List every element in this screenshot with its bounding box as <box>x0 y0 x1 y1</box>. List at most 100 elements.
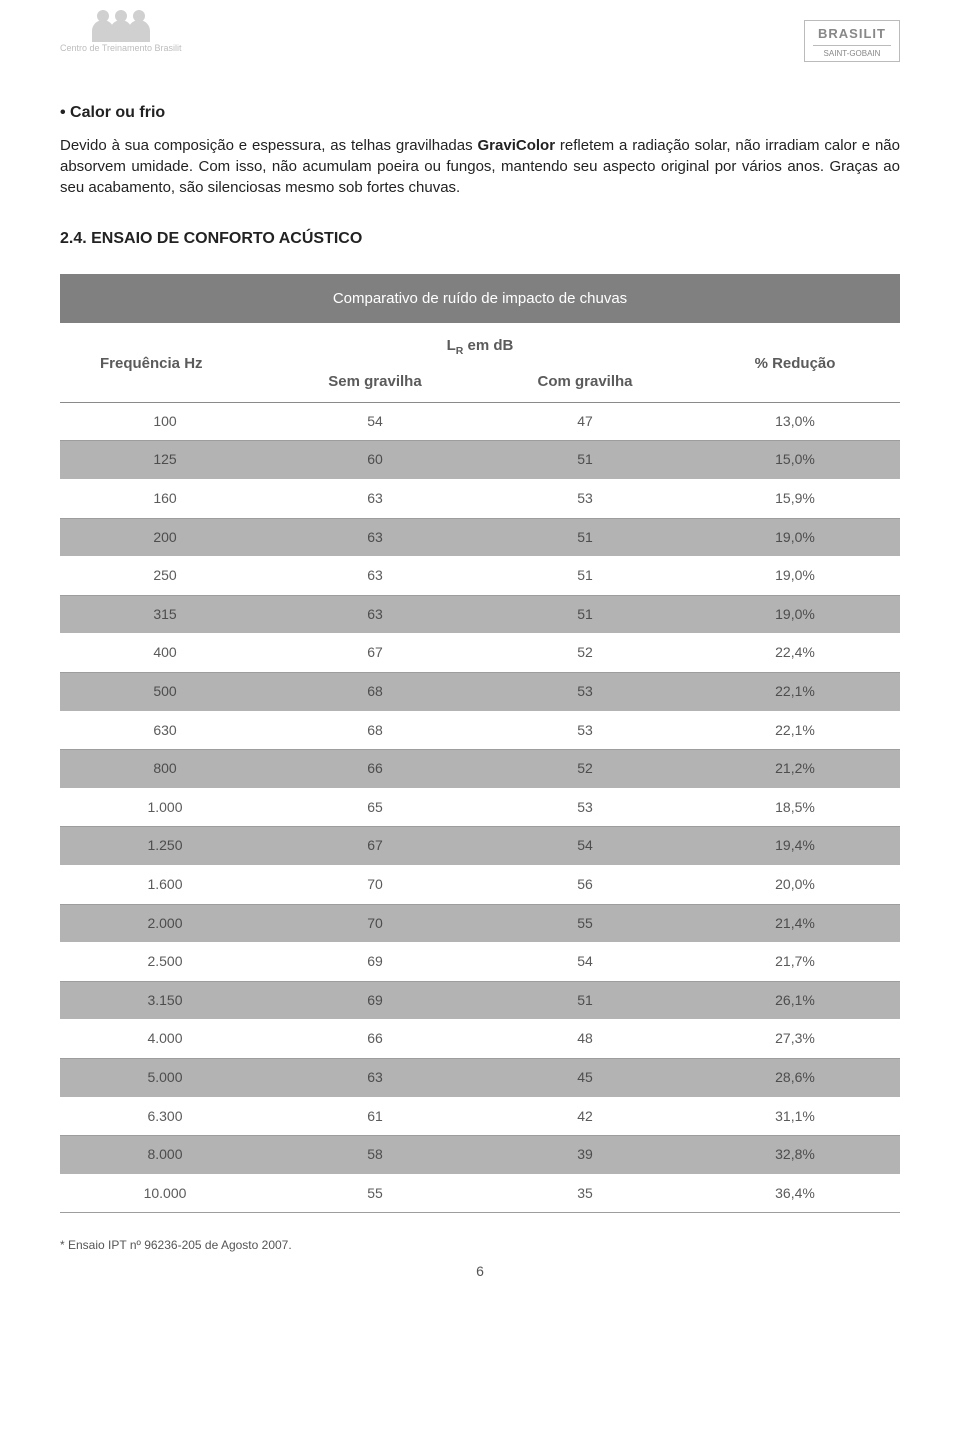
table-cell-hz: 3.150 <box>60 981 270 1020</box>
comparative-table: Comparativo de ruído de impacto de chuva… <box>60 274 900 1213</box>
table-row: 1.000655318,5% <box>60 788 900 827</box>
table-cell-red: 21,4% <box>690 904 900 943</box>
comparative-table-wrap: Comparativo de ruído de impacto de chuva… <box>60 274 900 1213</box>
table-cell-red: 15,0% <box>690 441 900 480</box>
table-cell-hz: 8.000 <box>60 1136 270 1175</box>
table-cell-red: 18,5% <box>690 788 900 827</box>
table-cell-red: 27,3% <box>690 1020 900 1059</box>
table-cell-red: 26,1% <box>690 981 900 1020</box>
table-cell-hz: 125 <box>60 441 270 480</box>
table-cell-hz: 250 <box>60 557 270 596</box>
table-row: 5.000634528,6% <box>60 1058 900 1097</box>
table-cell-hz: 2.500 <box>60 943 270 982</box>
table-cell-hz: 6.300 <box>60 1097 270 1136</box>
table-cell-sem: 68 <box>270 673 480 712</box>
table-cell-com: 35 <box>480 1174 690 1213</box>
table-row: 1.250675419,4% <box>60 827 900 866</box>
table-cell-hz: 315 <box>60 595 270 634</box>
table-cell-sem: 54 <box>270 402 480 441</box>
table-cell-com: 53 <box>480 788 690 827</box>
table-cell-com: 56 <box>480 865 690 904</box>
table-cell-sem: 63 <box>270 1058 480 1097</box>
table-cell-sem: 69 <box>270 981 480 1020</box>
table-cell-com: 51 <box>480 981 690 1020</box>
table-cell-com: 48 <box>480 1020 690 1059</box>
table-cell-red: 32,8% <box>690 1136 900 1175</box>
table-cell-com: 47 <box>480 402 690 441</box>
table-cell-hz: 1.000 <box>60 788 270 827</box>
table-cell-com: 51 <box>480 595 690 634</box>
table-row: 8.000583932,8% <box>60 1136 900 1175</box>
table-cell-com: 52 <box>480 750 690 789</box>
table-cell-red: 15,9% <box>690 480 900 519</box>
table-cell-com: 53 <box>480 711 690 750</box>
table-cell-sem: 65 <box>270 788 480 827</box>
section-body: Devido à sua composição e espessura, as … <box>60 135 900 198</box>
table-cell-com: 53 <box>480 480 690 519</box>
table-row: 4.000664827,3% <box>60 1020 900 1059</box>
table-title: Comparativo de ruído de impacto de chuva… <box>60 274 900 324</box>
table-cell-sem: 60 <box>270 441 480 480</box>
table-row: 1.600705620,0% <box>60 865 900 904</box>
col-header-frequency: Frequência Hz <box>60 324 270 402</box>
table-cell-com: 51 <box>480 557 690 596</box>
table-cell-red: 28,6% <box>690 1058 900 1097</box>
table-cell-com: 54 <box>480 943 690 982</box>
table-cell-red: 19,0% <box>690 518 900 557</box>
table-cell-sem: 66 <box>270 1020 480 1059</box>
table-cell-com: 42 <box>480 1097 690 1136</box>
table-cell-red: 22,4% <box>690 634 900 673</box>
table-cell-hz: 5.000 <box>60 1058 270 1097</box>
table-cell-com: 55 <box>480 904 690 943</box>
col-header-reduction: % Redução <box>690 324 900 402</box>
logo-right-brand: BRASILIT <box>813 25 891 43</box>
table-cell-hz: 10.000 <box>60 1174 270 1213</box>
table-cell-sem: 67 <box>270 634 480 673</box>
table-cell-sem: 63 <box>270 518 480 557</box>
table-cell-hz: 1.600 <box>60 865 270 904</box>
section-bullet-title: Calor ou frio <box>60 102 900 124</box>
table-cell-com: 51 <box>480 441 690 480</box>
table-row: 400675222,4% <box>60 634 900 673</box>
table-cell-red: 22,1% <box>690 711 900 750</box>
table-cell-hz: 400 <box>60 634 270 673</box>
table-cell-red: 22,1% <box>690 673 900 712</box>
table-cell-red: 19,0% <box>690 557 900 596</box>
table-cell-sem: 61 <box>270 1097 480 1136</box>
table-row: 200635119,0% <box>60 518 900 557</box>
table-cell-hz: 500 <box>60 673 270 712</box>
table-cell-com: 52 <box>480 634 690 673</box>
header-logos: Centro de Treinamento Brasilit BRASILIT … <box>60 20 900 62</box>
table-cell-red: 36,4% <box>690 1174 900 1213</box>
table-cell-sem: 68 <box>270 711 480 750</box>
table-cell-hz: 2.000 <box>60 904 270 943</box>
table-row: 125605115,0% <box>60 441 900 480</box>
table-body: 100544713,0%125605115,0%160635315,9%2006… <box>60 402 900 1212</box>
col-header-sem-gravilha: Sem gravilha <box>270 361 480 403</box>
table-cell-sem: 55 <box>270 1174 480 1213</box>
table-cell-red: 21,7% <box>690 943 900 982</box>
table-cell-sem: 63 <box>270 480 480 519</box>
table-row: 10.000553536,4% <box>60 1174 900 1213</box>
table-cell-hz: 800 <box>60 750 270 789</box>
table-cell-sem: 70 <box>270 865 480 904</box>
logo-right: BRASILIT SAINT-GOBAIN <box>804 20 900 62</box>
table-cell-sem: 67 <box>270 827 480 866</box>
col-header-com-gravilha: Com gravilha <box>480 361 690 403</box>
table-cell-red: 19,4% <box>690 827 900 866</box>
table-row: 3.150695126,1% <box>60 981 900 1020</box>
table-cell-hz: 160 <box>60 480 270 519</box>
logo-left: Centro de Treinamento Brasilit <box>60 20 182 55</box>
logo-left-caption: Centro de Treinamento Brasilit <box>60 42 182 55</box>
body-bold: GraviColor <box>478 137 556 154</box>
table-cell-com: 39 <box>480 1136 690 1175</box>
table-cell-sem: 70 <box>270 904 480 943</box>
body-before: Devido à sua composição e espessura, as … <box>60 137 478 154</box>
table-cell-com: 53 <box>480 673 690 712</box>
table-cell-red: 21,2% <box>690 750 900 789</box>
table-cell-hz: 1.250 <box>60 827 270 866</box>
table-row: 160635315,9% <box>60 480 900 519</box>
table-cell-sem: 63 <box>270 595 480 634</box>
table-cell-hz: 200 <box>60 518 270 557</box>
table-row: 100544713,0% <box>60 402 900 441</box>
